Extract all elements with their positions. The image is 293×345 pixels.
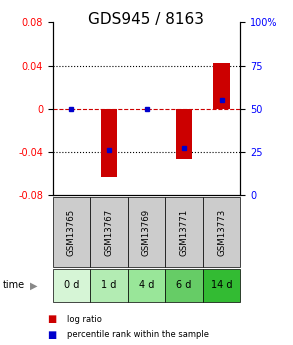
Text: time: time <box>3 280 25 290</box>
Text: GSM13765: GSM13765 <box>67 208 76 256</box>
Bar <box>100 109 117 177</box>
Text: GSM13773: GSM13773 <box>217 208 226 256</box>
Text: GSM13767: GSM13767 <box>105 208 113 256</box>
Text: 14 d: 14 d <box>211 280 232 290</box>
Text: 0 d: 0 d <box>64 280 79 290</box>
Text: 4 d: 4 d <box>139 280 154 290</box>
Text: GDS945 / 8163: GDS945 / 8163 <box>88 12 205 27</box>
Bar <box>213 63 230 109</box>
Text: log ratio: log ratio <box>67 315 102 324</box>
Text: ▶: ▶ <box>30 280 38 290</box>
Text: ■: ■ <box>47 314 56 324</box>
Text: percentile rank within the sample: percentile rank within the sample <box>67 330 209 339</box>
Text: 6 d: 6 d <box>176 280 192 290</box>
Text: GSM13769: GSM13769 <box>142 208 151 256</box>
Text: ■: ■ <box>47 330 56 339</box>
Text: 1 d: 1 d <box>101 280 117 290</box>
Text: GSM13771: GSM13771 <box>180 208 188 256</box>
Bar <box>176 109 193 159</box>
